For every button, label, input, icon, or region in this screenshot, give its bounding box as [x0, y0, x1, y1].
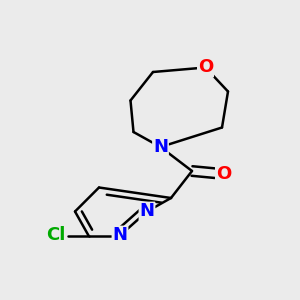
Text: O: O — [216, 165, 231, 183]
Text: Cl: Cl — [46, 226, 65, 244]
Text: N: N — [153, 138, 168, 156]
Text: N: N — [112, 226, 128, 244]
Text: O: O — [198, 58, 213, 76]
Text: N: N — [140, 202, 154, 220]
